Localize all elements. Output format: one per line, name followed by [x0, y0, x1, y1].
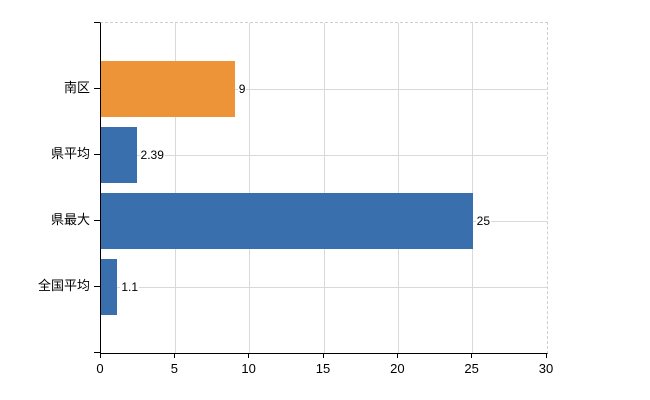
x-axis-tick-label: 20: [390, 361, 405, 376]
category-label: 県最大: [50, 212, 90, 227]
y-axis-tick: [94, 87, 100, 89]
x-axis-tick-label: 0: [96, 361, 104, 376]
bar-value-label: 25: [475, 214, 492, 228]
x-axis-tick: [396, 353, 398, 358]
x-axis-tick-label: 15: [315, 361, 331, 376]
x-gridline: [174, 23, 176, 353]
bar-value-label: 1.1: [120, 280, 140, 294]
y-axis-tick: [94, 351, 100, 353]
x-axis-tick-label: 25: [464, 361, 479, 376]
x-axis-tick-label: 30: [538, 361, 554, 376]
category-label: 南区: [63, 80, 90, 95]
x-axis-tick: [99, 353, 101, 358]
x-gridline: [249, 23, 251, 353]
bar: [101, 127, 137, 183]
x-axis-tick: [545, 353, 547, 358]
y-gridline: [101, 88, 547, 90]
bar: [101, 193, 473, 249]
y-axis-tick: [94, 153, 100, 155]
x-axis-tick-label: 5: [170, 361, 178, 376]
x-axis-tick: [322, 353, 324, 358]
y-axis-tick: [94, 21, 100, 23]
bar: [101, 259, 118, 315]
plot-area: 9 2.39 25 1.1: [100, 22, 548, 354]
x-axis-tick-label: 10: [241, 361, 256, 376]
bar-value-label: 9: [237, 82, 247, 96]
y-gridline: [101, 286, 547, 288]
x-gridline: [472, 23, 474, 353]
category-label: 県平均: [50, 146, 90, 161]
y-gridline: [101, 154, 547, 156]
x-gridline: [397, 23, 399, 353]
x-axis-tick: [173, 353, 175, 358]
x-gridline: [323, 23, 325, 353]
category-label: 全国平均: [37, 278, 90, 293]
y-axis-tick: [94, 219, 100, 221]
x-axis-tick: [471, 353, 473, 358]
bar-value-label: 2.39: [139, 148, 165, 162]
y-axis-tick: [94, 285, 100, 287]
x-axis-tick: [248, 353, 250, 358]
bar: [101, 61, 235, 117]
